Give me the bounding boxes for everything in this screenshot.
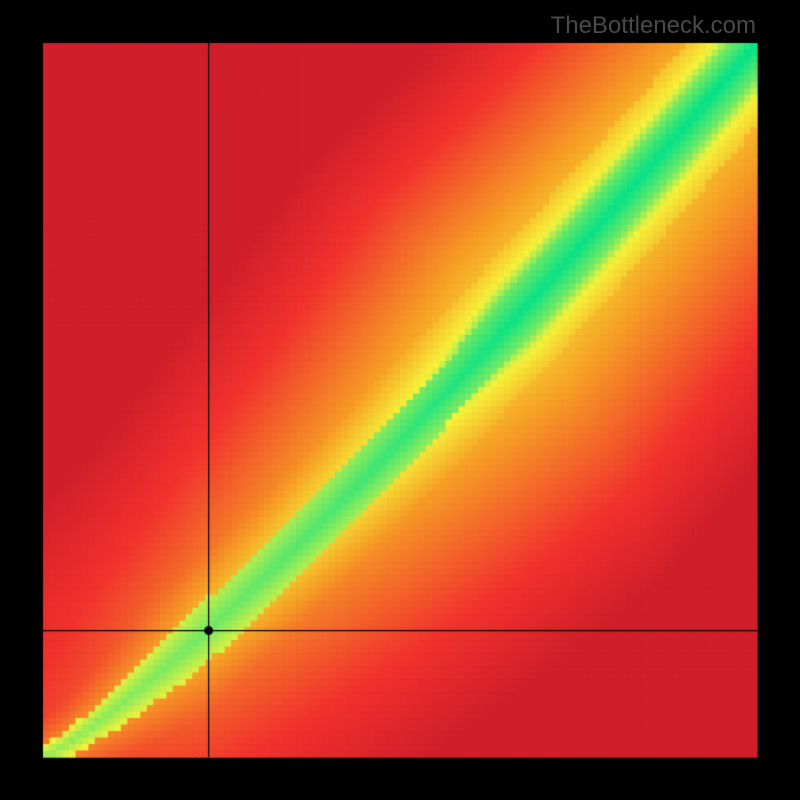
bottleneck-heatmap [0,0,800,800]
watermark-text: TheBottleneck.com [551,12,756,40]
